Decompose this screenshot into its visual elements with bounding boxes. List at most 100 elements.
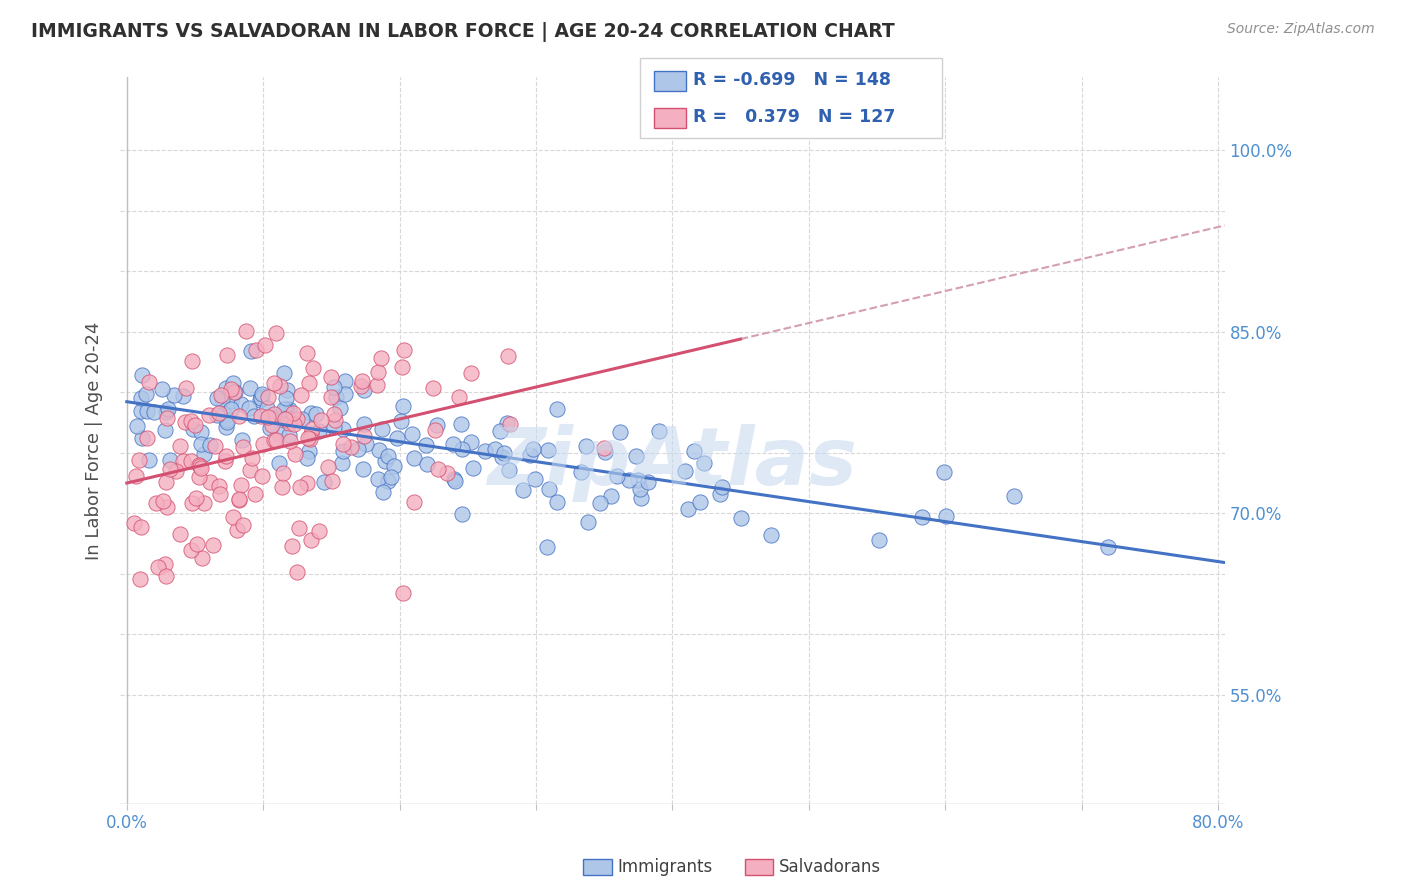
Point (193, 447, 215, 461)
Point (165, 464, 187, 478)
Point (273, 401, 295, 416)
Point (131, 431, 153, 445)
Point (198, 437, 221, 451)
Point (298, 443, 321, 458)
Point (181, 496, 204, 510)
Point (267, 427, 290, 442)
Point (274, 392, 297, 406)
Point (367, 365, 389, 379)
Point (350, 374, 373, 388)
Point (284, 447, 307, 461)
Point (630, 482, 652, 496)
Point (150, 383, 173, 397)
Point (609, 425, 631, 439)
Point (219, 394, 242, 409)
Point (256, 401, 278, 415)
Point (136, 431, 159, 445)
Point (443, 472, 465, 486)
Point (321, 475, 343, 489)
Point (377, 474, 399, 488)
Point (637, 475, 659, 489)
Point (190, 551, 212, 566)
Point (270, 480, 292, 494)
Point (305, 408, 328, 422)
Point (174, 415, 197, 429)
Point (202, 538, 225, 552)
Point (368, 442, 391, 457)
Point (489, 424, 512, 438)
Point (249, 409, 271, 423)
Point (329, 401, 352, 416)
Point (221, 382, 243, 396)
Point (498, 463, 520, 477)
Point (205, 391, 228, 405)
Point (188, 458, 211, 472)
Point (370, 422, 392, 436)
Point (450, 417, 472, 431)
Point (232, 440, 254, 454)
Point (138, 375, 160, 389)
Point (157, 401, 180, 416)
Point (135, 386, 157, 401)
Point (630, 491, 652, 506)
Point (180, 542, 202, 557)
Point (155, 410, 177, 425)
Point (335, 374, 357, 388)
Point (188, 458, 211, 473)
Point (673, 464, 696, 478)
Point (371, 485, 394, 500)
Point (260, 417, 283, 432)
Point (322, 407, 344, 421)
Point (676, 501, 699, 516)
Point (323, 413, 346, 427)
Point (301, 422, 323, 436)
Point (932, 465, 955, 479)
Point (299, 406, 322, 420)
Point (441, 437, 464, 451)
Point (648, 424, 671, 438)
Point (761, 528, 783, 542)
Point (276, 410, 298, 425)
Point (271, 466, 294, 480)
Point (321, 370, 343, 384)
Point (484, 442, 506, 456)
Point (256, 390, 278, 404)
Point (512, 483, 534, 498)
Point (426, 417, 449, 432)
Point (276, 384, 298, 398)
Point (229, 397, 252, 411)
Point (402, 451, 425, 466)
Text: Source: ZipAtlas.com: Source: ZipAtlas.com (1227, 22, 1375, 37)
Point (215, 381, 238, 395)
Point (496, 416, 519, 430)
Point (589, 495, 612, 509)
Point (309, 413, 332, 427)
Point (155, 475, 177, 489)
Point (576, 516, 599, 530)
Point (391, 360, 413, 375)
Point (332, 443, 354, 458)
Point (211, 392, 233, 406)
Point (547, 401, 569, 416)
Point (868, 533, 890, 547)
Point (401, 426, 423, 441)
Point (190, 461, 212, 475)
Point (290, 388, 312, 402)
Point (312, 475, 335, 489)
Point (624, 449, 647, 463)
Point (186, 491, 208, 506)
Point (593, 445, 616, 459)
Point (600, 489, 623, 503)
Point (131, 520, 153, 534)
Point (238, 401, 260, 416)
Point (228, 491, 250, 506)
Point (239, 381, 262, 395)
Point (911, 510, 934, 524)
Point (263, 434, 285, 448)
Point (389, 414, 412, 428)
Point (264, 433, 287, 447)
Point (1097, 540, 1119, 554)
Point (340, 441, 363, 455)
Point (146, 559, 169, 574)
Point (169, 527, 191, 541)
